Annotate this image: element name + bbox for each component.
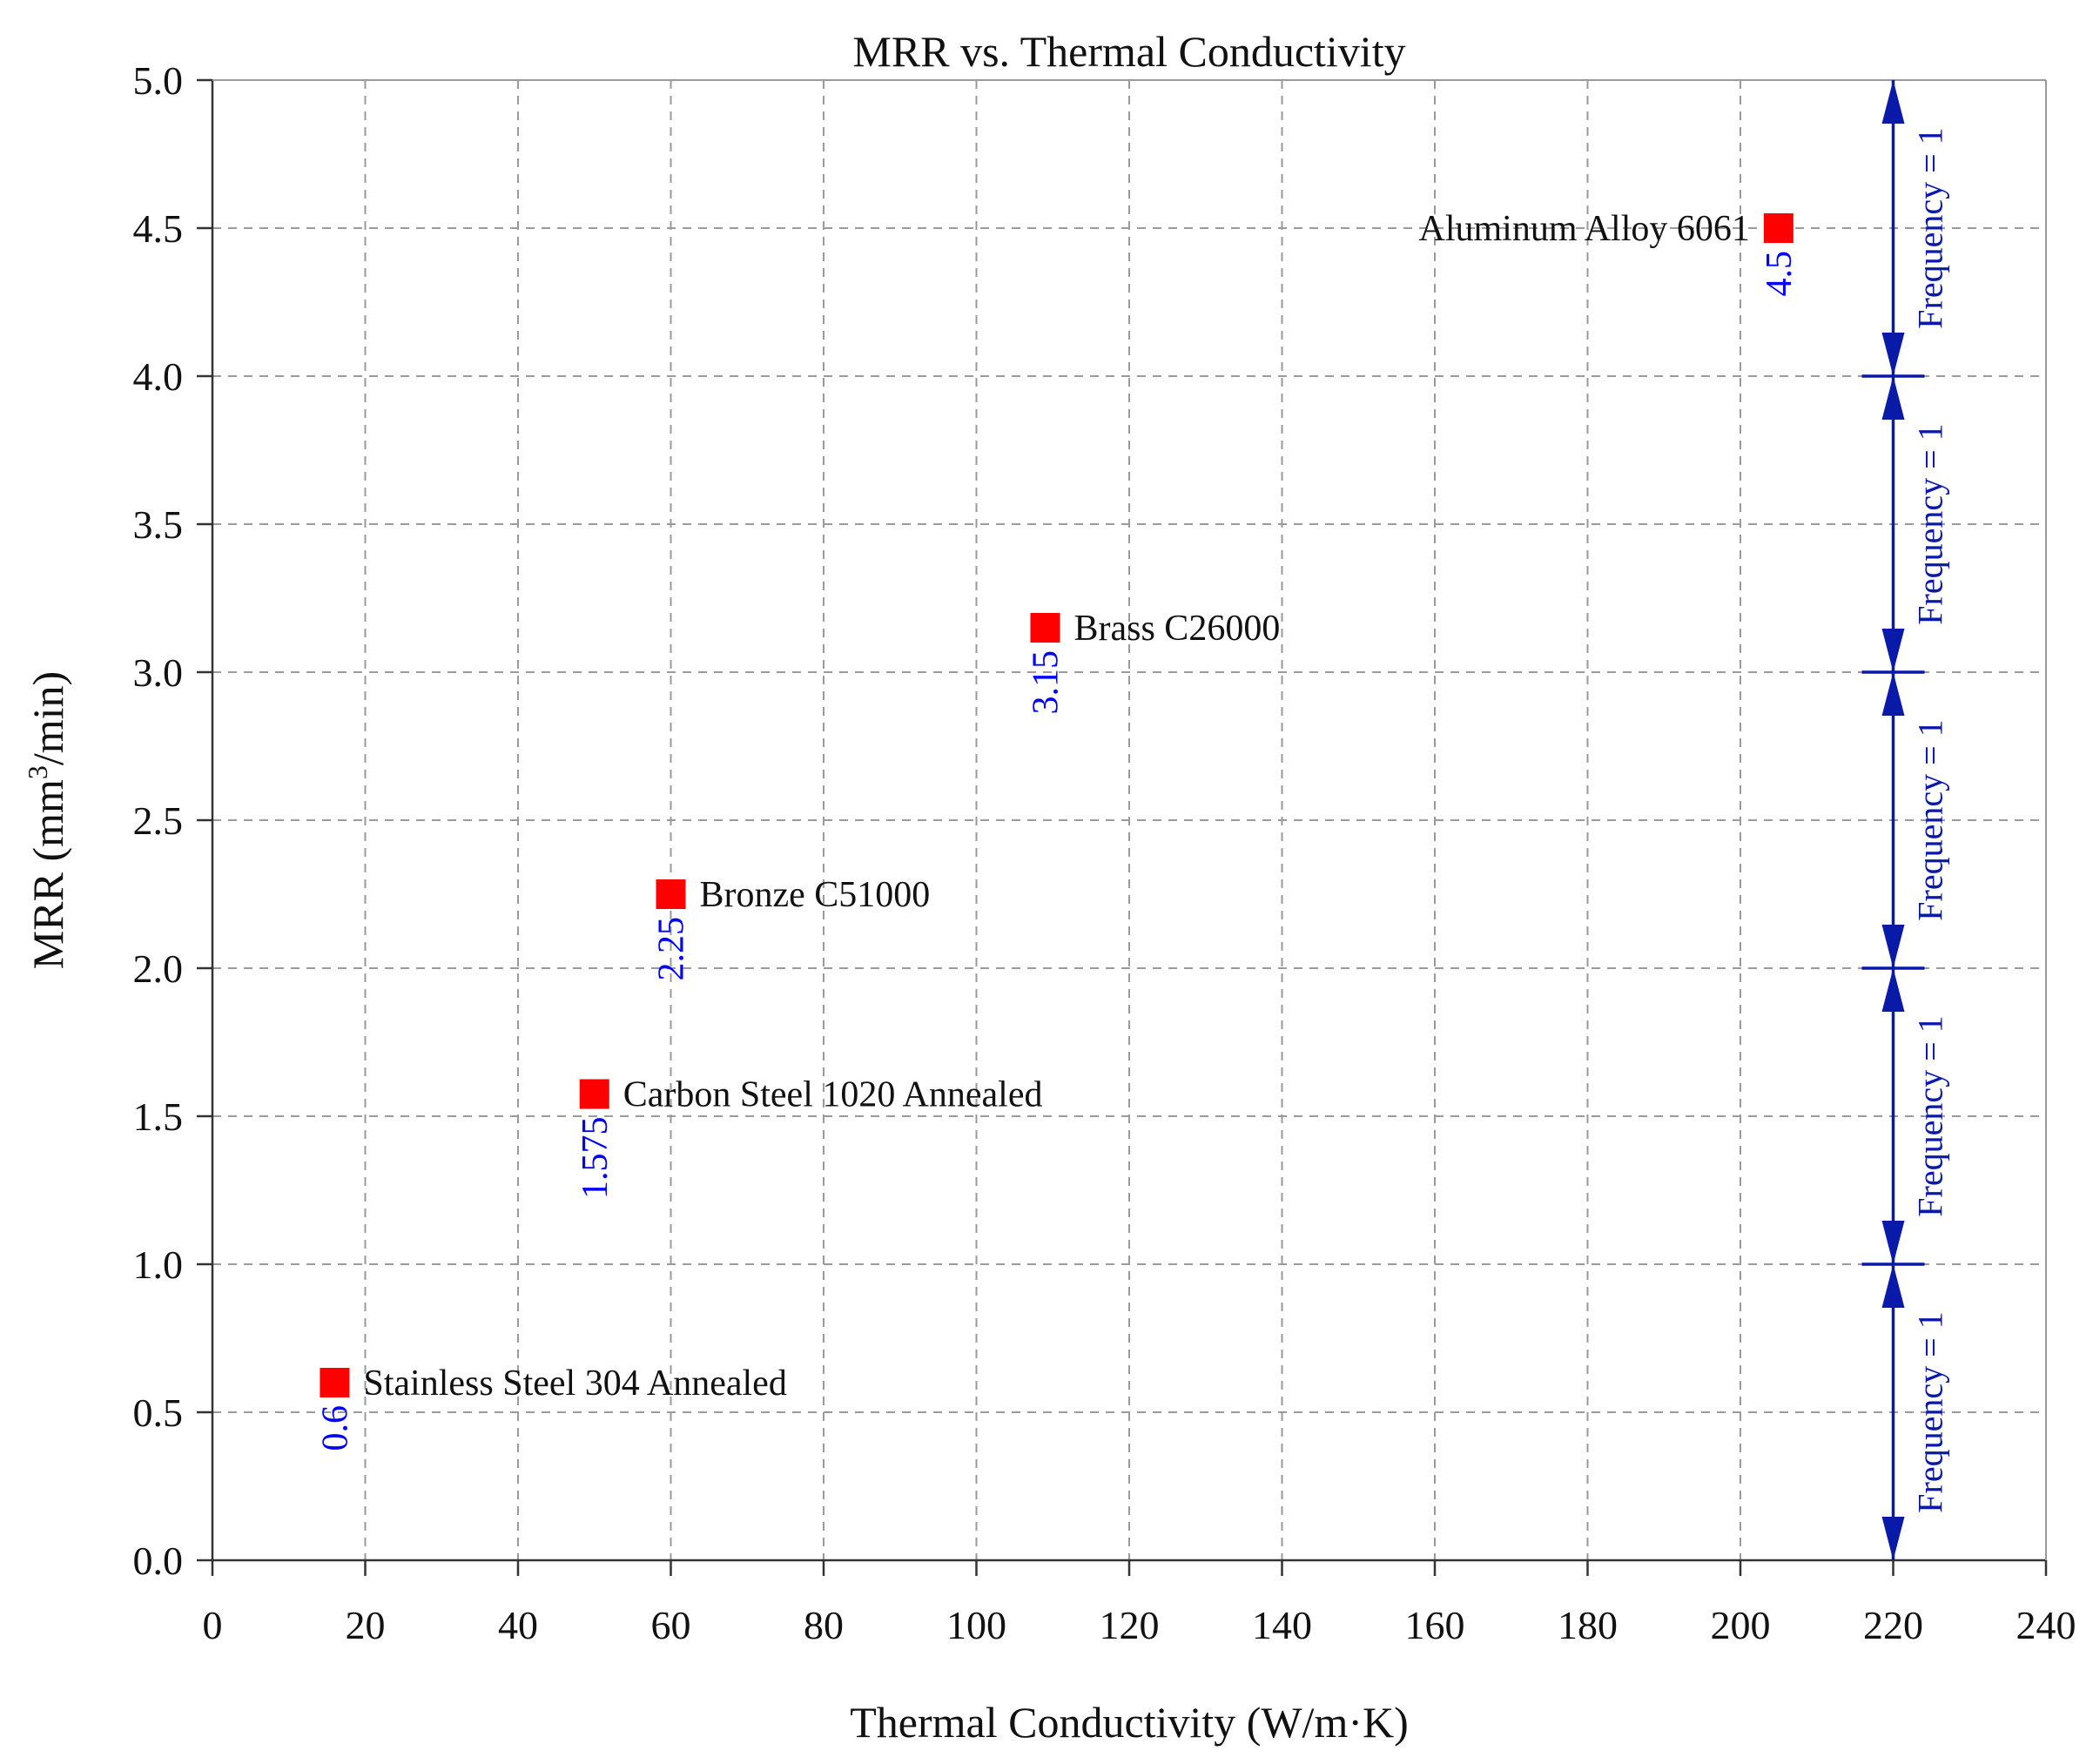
data-value-label: 3.15 — [1026, 650, 1066, 715]
y-axis-title-suffix: /min) — [24, 671, 72, 765]
tick-labels: 0 20 40 60 80 100 120 140 160 180 200 220 240 0.0 0.5 1… — [133, 58, 2076, 1647]
y-axis-title-prefix: MRR (mm — [24, 779, 72, 969]
y-tick-label: 2.5 — [133, 798, 184, 843]
x-tick-label: 220 — [1863, 1603, 1923, 1647]
data-point-label: Bronze C51000 — [700, 875, 931, 915]
data-point-marker — [579, 1079, 609, 1109]
x-tick-label: 120 — [1100, 1603, 1160, 1647]
frequency-label: Frequency = 1 — [1911, 1311, 1950, 1512]
frequency-label: Frequency = 1 — [1911, 127, 1950, 328]
data-point-marker — [1030, 613, 1060, 643]
frequency-arrowhead — [1881, 1264, 1905, 1308]
frequency-label: Frequency = 1 — [1911, 719, 1950, 920]
x-tick-label: 100 — [946, 1603, 1006, 1647]
frequency-arrowhead — [1881, 1221, 1905, 1264]
x-tick-label: 240 — [2016, 1603, 2076, 1647]
data-point-label: Brass C26000 — [1073, 609, 1280, 649]
y-tick-label: 1.0 — [133, 1242, 184, 1287]
x-tick-label: 0 — [203, 1603, 223, 1647]
y-axis-title-superscript: 3 — [22, 765, 53, 779]
x-tick-label: 20 — [346, 1603, 386, 1647]
data-point-label: Carbon Steel 1020 Annealed — [623, 1075, 1043, 1115]
x-tick-label: 160 — [1405, 1603, 1465, 1647]
frequency-arrowhead — [1881, 672, 1905, 716]
data-value-label: 2.25 — [652, 917, 692, 981]
frequency-label: Frequency = 1 — [1911, 1015, 1950, 1216]
data-point-marker — [656, 879, 686, 909]
frequency-arrowhead — [1881, 925, 1905, 968]
data-point-label: Aluminum Alloy 6061 — [1419, 209, 1750, 249]
y-axis-title: MRR (mm3/min) — [22, 671, 72, 969]
grid — [212, 80, 2046, 1560]
y-tick-label: 3.0 — [133, 650, 184, 695]
frequency-arrowhead — [1881, 333, 1905, 376]
x-tick-label: 200 — [1711, 1603, 1771, 1647]
data-point-marker — [320, 1368, 350, 1397]
x-tick-label: 140 — [1252, 1603, 1312, 1647]
y-tick-label: 2.0 — [133, 946, 184, 991]
y-tick-label: 4.0 — [133, 354, 184, 399]
data-point-marker — [1763, 213, 1794, 243]
x-tick-label: 40 — [498, 1603, 538, 1647]
frequency-arrowhead — [1881, 968, 1905, 1012]
x-tick-label: 80 — [804, 1603, 844, 1647]
frequency-annotations: Frequency = 1 Frequency = 1 Frequency = 1 F… — [1861, 80, 1950, 1560]
frequency-label: Frequency = 1 — [1911, 423, 1950, 624]
frequency-arrowhead — [1881, 629, 1905, 672]
data-value-label: 0.6 — [315, 1405, 355, 1451]
y-tick-label: 3.5 — [133, 502, 184, 547]
y-tick-label: 0.0 — [133, 1538, 184, 1583]
data-point-label: Stainless Steel 304 Annealed — [363, 1363, 786, 1404]
frequency-arrowhead — [1881, 1517, 1905, 1560]
x-tick-label: 60 — [651, 1603, 691, 1647]
frequency-arrowhead — [1881, 376, 1905, 420]
y-tick-label: 0.5 — [133, 1390, 184, 1435]
x-axis-title: Thermal Conductivity (W/m·K) — [850, 1698, 1409, 1747]
axes — [197, 78, 2048, 1576]
y-tick-label: 5.0 — [133, 58, 184, 103]
frequency-arrowhead — [1881, 80, 1905, 124]
data-value-label: 1.575 — [575, 1117, 616, 1200]
y-tick-label: 4.5 — [133, 206, 184, 251]
x-tick-label: 180 — [1558, 1603, 1618, 1647]
y-tick-label: 1.5 — [133, 1094, 184, 1139]
chart-title: MRR vs. Thermal Conductivity — [852, 27, 1405, 76]
data-value-label: 4.5 — [1760, 251, 1800, 297]
